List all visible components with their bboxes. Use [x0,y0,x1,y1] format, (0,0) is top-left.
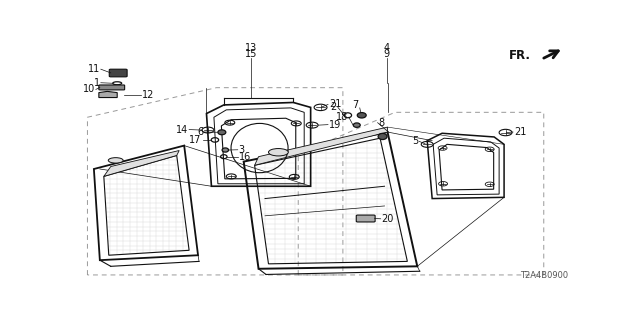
FancyBboxPatch shape [99,85,125,90]
Text: 12: 12 [142,90,154,100]
Ellipse shape [108,158,123,163]
Ellipse shape [357,113,366,118]
Ellipse shape [378,133,387,140]
Text: 10: 10 [83,84,95,94]
Polygon shape [104,150,179,176]
Text: 13: 13 [245,43,257,53]
FancyBboxPatch shape [109,69,127,77]
Text: 15: 15 [245,49,257,60]
Polygon shape [99,92,117,98]
Text: 14: 14 [176,124,188,135]
Text: T2A4B0900: T2A4B0900 [520,271,568,280]
Text: 8: 8 [379,118,385,128]
Text: 6: 6 [197,127,203,137]
Text: 1: 1 [93,78,100,88]
Text: 2: 2 [331,102,337,112]
Polygon shape [255,127,388,165]
Text: FR.: FR. [509,49,531,62]
Text: 16: 16 [239,152,251,162]
Text: 4: 4 [383,43,390,53]
Text: 9: 9 [383,49,390,60]
Text: 17: 17 [189,135,202,145]
Ellipse shape [222,148,228,152]
Text: 21: 21 [514,127,526,137]
FancyBboxPatch shape [356,215,375,222]
Text: 11: 11 [88,64,100,74]
Text: 5: 5 [412,136,419,146]
Ellipse shape [269,148,288,156]
Ellipse shape [353,123,360,127]
Ellipse shape [218,130,226,135]
Text: 20: 20 [381,214,394,224]
Text: 19: 19 [329,120,341,130]
Text: 21: 21 [329,100,341,109]
Text: 3: 3 [239,145,245,155]
Text: 7: 7 [353,100,359,110]
Text: 18: 18 [335,112,348,122]
